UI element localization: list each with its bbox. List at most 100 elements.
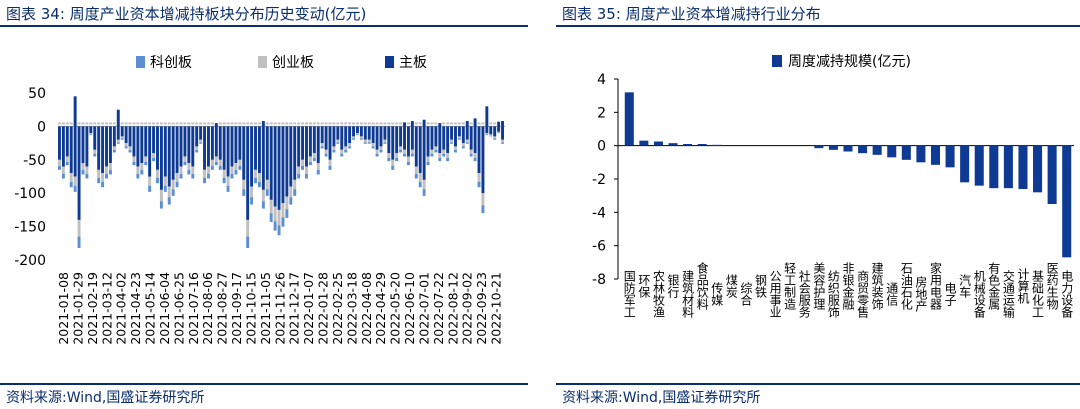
category-label: 非银金融 [841, 262, 855, 311]
bar-chuangye-positive [328, 122, 332, 125]
bar-chuangye [218, 159, 222, 166]
category-label: 汽车 [958, 273, 972, 299]
bar-kechuang [308, 161, 312, 166]
bar-chuangye-positive [489, 122, 493, 125]
legend-label-1: 创业板 [272, 55, 314, 71]
bar-chuangye [367, 139, 371, 143]
bar-main [406, 126, 410, 157]
bar-chuangye-positive [312, 122, 316, 125]
bar-main [140, 126, 144, 164]
category-label: 家用电器 [928, 261, 942, 311]
bar-chuangye [359, 136, 363, 139]
bar-kechuang [406, 161, 410, 166]
bar-chuangye-positive [85, 122, 89, 125]
industry-bar [887, 145, 897, 158]
bar-chuangye-positive [434, 122, 438, 125]
bar-chuangye [81, 163, 85, 170]
bar-chuangye [387, 153, 391, 158]
bar-chuangye-positive [316, 122, 320, 125]
bar-chuangye [128, 146, 132, 150]
bar-chuangye-positive [120, 122, 124, 125]
bar-chuangye-positive [226, 122, 230, 125]
bar-main [481, 126, 485, 194]
bar-kechuang [61, 173, 65, 179]
bar-main [289, 126, 293, 187]
x-tick-label: 2022-07-22 [431, 272, 446, 345]
x-tick-label: 2022-08-12 [445, 272, 460, 345]
bar-chuangye-positive [148, 122, 152, 125]
bar-chuangye-positive [265, 122, 269, 125]
bar-chuangye [140, 163, 144, 170]
bar-main [183, 126, 187, 157]
bar-chuangye-positive [426, 122, 430, 125]
bar-kechuang [152, 157, 156, 162]
bar-kechuang [324, 153, 328, 157]
bar-kechuang [395, 157, 399, 162]
bar-chuangye [120, 136, 124, 139]
bar-chuangye-positive [363, 122, 367, 125]
category-label: 环保 [637, 274, 651, 298]
bar-kechuang [218, 165, 222, 170]
bar-chuangye-positive [108, 122, 112, 125]
bar-main [497, 126, 501, 132]
bar-chuangye-positive [81, 122, 85, 125]
bar-kechuang [81, 169, 85, 175]
bar-kechuang [230, 173, 234, 179]
bar-chuangye [152, 153, 156, 158]
bar-chuangye-positive [101, 122, 105, 125]
bar-kechuang [293, 189, 297, 196]
bar-kechuang [281, 217, 285, 227]
bar-chuangye-positive [254, 122, 257, 125]
bar-kechuang [320, 146, 324, 149]
category-label: 商贸零售 [856, 269, 870, 318]
bar-chuangye [156, 169, 159, 178]
category-label: 通信 [885, 282, 899, 307]
bar-chuangye [422, 179, 426, 190]
bar-chuangye [230, 166, 234, 174]
bar-main [265, 126, 269, 180]
x-tick-label: 2021-01-29 [70, 272, 85, 345]
bar-main [344, 126, 348, 147]
bar-main [395, 126, 399, 154]
bar-kechuang [257, 181, 261, 188]
x-tick-label: 2021-06-25 [171, 272, 186, 345]
bar-chuangye-positive [246, 122, 250, 125]
bar-chuangye [383, 139, 387, 143]
bar-kechuang [391, 165, 395, 170]
bar-chuangye [399, 146, 403, 150]
bar-chuangye-positive [152, 122, 156, 125]
bar-kechuang [328, 165, 332, 170]
bar-main [442, 126, 446, 150]
bar-main [230, 126, 234, 167]
x-tick-label: 2021-08-06 [200, 272, 215, 345]
bar-chuangye-positive [301, 122, 305, 125]
bar-chuangye [136, 166, 140, 174]
bar-kechuang [273, 221, 277, 231]
bar-chuangye-positive [89, 122, 93, 125]
bar-chuangye [363, 139, 367, 143]
bar-chuangye [481, 193, 485, 206]
bar-chuangye [203, 169, 206, 178]
x-tick-label: 2021-06-04 [157, 272, 172, 345]
bar-kechuang [285, 209, 289, 218]
bar-chuangye-positive [250, 122, 254, 125]
bar-kechuang [469, 153, 473, 157]
bar-kechuang [77, 236, 81, 248]
bar-chuangye [426, 156, 430, 162]
right-chart-title: 图表 35: 周度产业资本增减持行业分布 [562, 5, 821, 23]
x-tick-label: 2021-02-19 [85, 272, 100, 345]
bar-kechuang [465, 142, 469, 144]
category-label: 国防军工 [622, 270, 636, 318]
bar-main-positive [473, 118, 477, 127]
bar-kechuang [148, 185, 152, 192]
bar-chuangye-positive [324, 122, 328, 125]
bar-main [273, 126, 277, 207]
bar-main [277, 126, 281, 210]
bar-chuangye-positive [144, 122, 148, 125]
bar-kechuang [434, 149, 438, 153]
industry-bar [624, 92, 634, 146]
bar-main [450, 126, 454, 140]
bar-main-positive [403, 122, 406, 127]
bar-main [69, 126, 73, 174]
bar-chuangye [301, 159, 305, 166]
